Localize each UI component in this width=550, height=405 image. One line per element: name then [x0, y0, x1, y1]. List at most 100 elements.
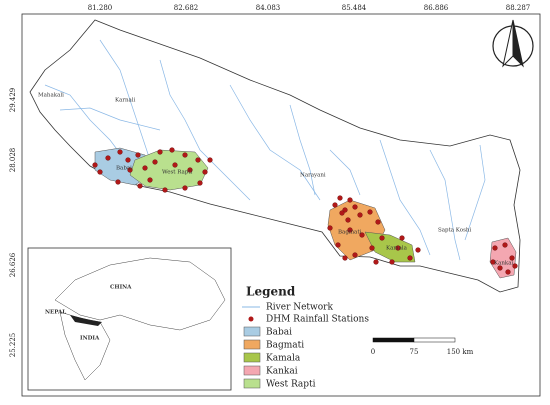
legend-symbol	[243, 326, 261, 337]
rainfall-station	[125, 157, 131, 163]
scale-label: 75	[410, 348, 419, 356]
legend-label: Kankai	[266, 367, 298, 377]
legend: Legend River Network DHM Rainfall Statio…	[242, 285, 369, 390]
legend-symbol	[243, 339, 261, 350]
rainfall-station	[369, 245, 375, 251]
rainfall-station	[335, 242, 341, 248]
graticule-top: 81.280 82.682 84.083 85.484 86.886 88.28…	[88, 4, 531, 12]
legend-symbol	[248, 316, 254, 322]
rainfall-station	[373, 259, 379, 265]
river-label: Narayani	[300, 173, 326, 179]
rainfall-station	[337, 195, 343, 201]
rainfall-station	[415, 247, 421, 253]
map-labels: Mahakali Karnali Babai West Rapti Naraya…	[38, 93, 514, 267]
legend-label: Bagmati	[266, 341, 304, 351]
river-label: Karnali	[115, 98, 136, 104]
rainfall-station	[492, 245, 498, 251]
rainfall-station	[352, 252, 358, 258]
rainfall-station	[117, 149, 123, 155]
rainfall-station	[342, 255, 348, 261]
rainfall-station	[182, 152, 188, 158]
scale-bar: 0 75 150 km	[371, 337, 474, 356]
river	[464, 144, 486, 241]
rainfall-station	[172, 162, 178, 168]
rainfall-station	[152, 159, 158, 165]
river-network	[44, 39, 486, 261]
lon-label: 88.287	[506, 4, 531, 12]
rainfall-station	[505, 269, 511, 275]
rainfall-station	[352, 204, 358, 210]
river	[329, 149, 361, 196]
rainfall-station	[490, 259, 496, 265]
rainfall-station	[195, 157, 201, 163]
lat-label: 26.626	[9, 252, 17, 277]
rainfall-station	[347, 197, 353, 203]
lon-label: 81.280	[88, 4, 113, 12]
lon-label: 84.083	[256, 4, 281, 12]
rainfall-station	[497, 265, 503, 271]
river	[59, 107, 161, 131]
legend-label: Kamala	[266, 354, 301, 364]
rainfall-station	[375, 219, 381, 225]
rainfall-station	[389, 259, 395, 265]
river	[99, 39, 151, 161]
rainfall-station	[327, 225, 333, 231]
legend-label: Babai	[266, 328, 292, 338]
river	[379, 139, 431, 256]
lat-label: 25.225	[9, 333, 17, 358]
rainfall-station	[399, 235, 405, 241]
rainfall-station	[395, 245, 401, 251]
lat-label: 29.429	[9, 88, 17, 113]
lat-label: 28.028	[9, 148, 17, 173]
rainfall-station	[207, 157, 213, 163]
rainfall-station	[367, 209, 373, 215]
scale-label: 150 km	[447, 348, 474, 356]
rainfall-station	[182, 185, 188, 191]
lon-label: 82.682	[174, 4, 199, 12]
rainfall-station	[135, 152, 141, 158]
rainfall-station	[187, 167, 193, 173]
legend-symbol	[243, 365, 261, 376]
river	[229, 84, 321, 201]
rainfall-station	[142, 165, 148, 171]
legend-title: Legend	[246, 285, 296, 299]
rainfall-stations	[92, 147, 518, 275]
rainfall-station	[202, 169, 208, 175]
rainfall-station	[97, 169, 103, 175]
rainfall-station	[137, 183, 143, 189]
basin-label: Kamala	[386, 246, 408, 252]
lon-label: 86.886	[424, 4, 449, 12]
rainfall-station	[105, 155, 111, 161]
scale-label: 0	[371, 348, 375, 356]
basin-label: Kankai	[494, 261, 514, 267]
inset-label: INDIA	[80, 336, 100, 342]
legend-label: DHM Rainfall Stations	[266, 315, 369, 325]
rainfall-station	[127, 167, 133, 173]
rainfall-station	[347, 227, 353, 233]
inset-label: CHINA	[110, 285, 132, 291]
rainfall-station	[509, 255, 515, 261]
river-label: Sapta Koshi	[438, 228, 471, 234]
river	[289, 104, 316, 196]
inset-map: NEPAL CHINA INDIA	[27, 247, 232, 391]
inset-label: NEPAL	[45, 310, 66, 316]
rainfall-station	[359, 232, 365, 238]
river	[159, 59, 251, 201]
rainfall-station	[162, 187, 168, 193]
river	[44, 84, 126, 161]
north-arrow	[492, 19, 534, 68]
legend-label: West Rapti	[266, 380, 316, 390]
rainfall-station	[147, 177, 153, 183]
rainfall-station	[512, 263, 518, 269]
legend-label: River Network	[266, 303, 333, 313]
basin-label: West Rapti	[162, 170, 193, 176]
rainfall-station	[379, 235, 385, 241]
kamala-basin	[364, 231, 416, 263]
legend-symbol	[243, 378, 261, 389]
rainfall-station	[357, 212, 363, 218]
rainfall-station	[92, 162, 98, 168]
rainfall-station	[157, 149, 163, 155]
rainfall-station	[169, 147, 175, 153]
rainfall-station	[502, 242, 508, 248]
river	[429, 149, 461, 261]
